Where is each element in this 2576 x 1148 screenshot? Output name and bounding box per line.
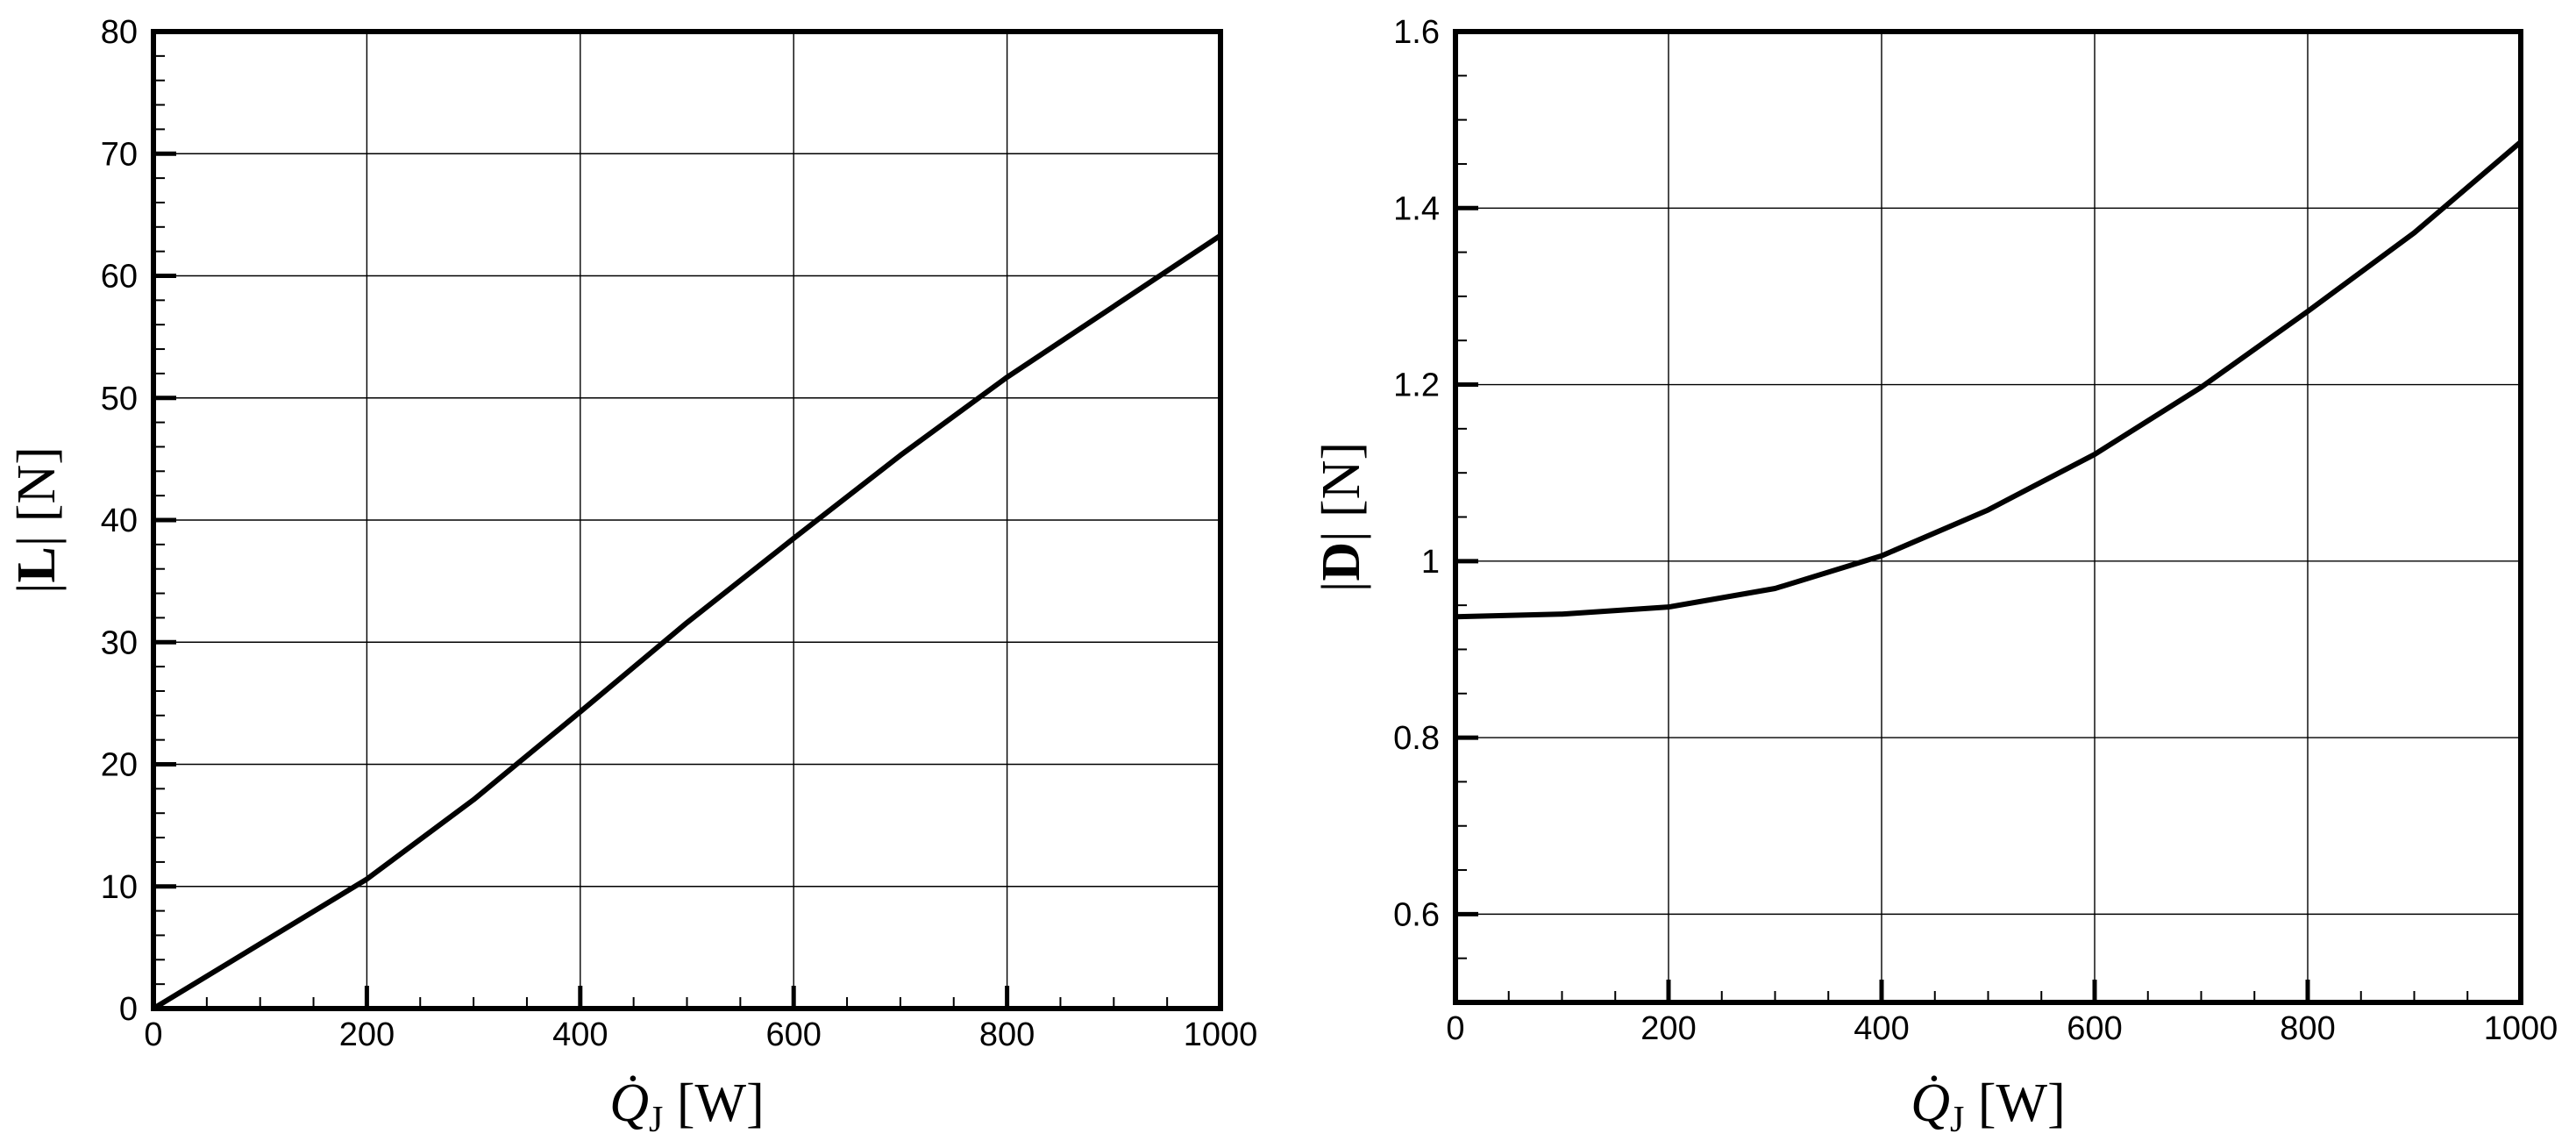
y-tick-label: 70	[101, 136, 138, 173]
x-tick-label: 1000	[2484, 1010, 2558, 1047]
y-tick-label: 50	[101, 381, 138, 417]
y-tick-label: 10	[101, 869, 138, 906]
drag-ticks	[1453, 29, 2523, 1003]
x-tick-label: 200	[1640, 1010, 1696, 1047]
drag-series-line	[1455, 139, 2523, 620]
y-tick-label: 0	[119, 991, 138, 1028]
drag-gridlines	[1455, 32, 2521, 1002]
lift-plot-frame	[151, 29, 1223, 1011]
y-tick-label: 1.2	[1393, 367, 1440, 404]
y-tick-label: 0.8	[1393, 720, 1440, 757]
y-tick-label: 1.4	[1393, 190, 1440, 227]
drag-chart-panel: 0 200 400 600 800 1000 0.6 0.8 1 1.2 1.4 1.6 Q̇J [W]…	[1312, 14, 2558, 1140]
lift-x-axis-title: Q̇J [W]	[609, 1073, 764, 1140]
x-tick-label: 400	[1854, 1010, 1909, 1047]
x-tick-label: 0	[1446, 1010, 1464, 1047]
y-tick-label: 1	[1421, 544, 1440, 581]
lift-chart-panel: 0 200 400 600 800 1000 0 10 20 30 40 50 60 70 80 Q̇J [W…	[7, 14, 1257, 1140]
x-tick-label: 1000	[1184, 1016, 1258, 1053]
x-tick-label: 600	[765, 1016, 821, 1053]
x-tick-label: 0	[144, 1016, 162, 1053]
y-tick-label: 0.6	[1393, 896, 1440, 933]
y-tick-label: 40	[101, 503, 138, 539]
y-tick-label: 80	[101, 14, 138, 51]
x-tick-label: 800	[2280, 1010, 2335, 1047]
x-tick-label: 400	[552, 1016, 608, 1053]
y-tick-label: 60	[101, 259, 138, 296]
y-tick-label: 30	[101, 624, 138, 661]
y-tick-label: 1.6	[1393, 14, 1440, 51]
x-tick-label: 800	[979, 1016, 1035, 1053]
lift-y-axis-title: |L| [N]	[7, 446, 67, 594]
drag-plot-frame	[1453, 29, 2523, 1005]
lift-gridlines	[153, 32, 1220, 1009]
drag-x-axis-title: Q̇J [W]	[1911, 1073, 2065, 1140]
lift-series-line	[152, 233, 1222, 1011]
x-tick-label: 600	[2067, 1010, 2122, 1047]
y-tick-label: 20	[101, 747, 138, 784]
x-tick-label: 200	[339, 1016, 395, 1053]
drag-y-axis-title: |D| [N]	[1312, 442, 1371, 592]
